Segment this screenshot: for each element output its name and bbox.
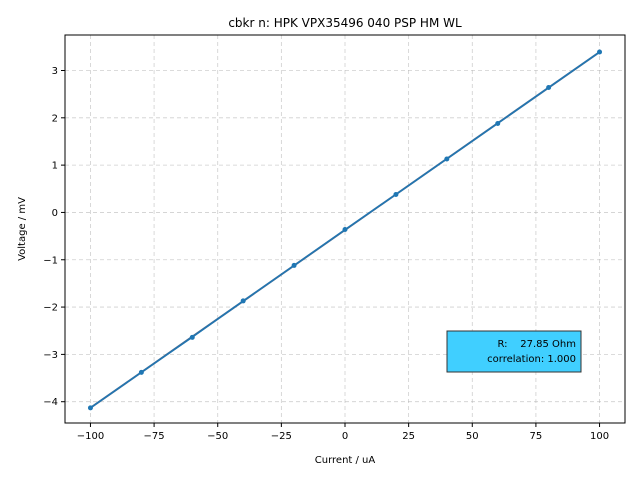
y-tick-label: −2: [43, 303, 58, 314]
x-axis-label: Current / uA: [315, 455, 376, 466]
y-axis-ticks: −4 −3 −2 −1 0 1 2 3: [43, 66, 65, 408]
fit-annotation: R: 27.85 Ohm correlation: 1.000: [446, 330, 582, 373]
data-point: [291, 262, 297, 268]
x-tick-label: −100: [77, 431, 104, 442]
annotation-correlation: correlation: 1.000: [487, 354, 576, 365]
chart-title: cbkr n: HPK VPX35496 040 PSP HM WL: [228, 16, 462, 30]
x-tick-label: −75: [144, 431, 165, 442]
data-point: [189, 334, 195, 340]
data-point: [240, 298, 246, 304]
y-tick-label: 0: [52, 208, 58, 219]
y-tick-label: 2: [52, 113, 58, 124]
y-tick-label: −3: [43, 350, 58, 361]
series-layer: [87, 49, 603, 411]
data-point: [597, 49, 603, 55]
data-point: [342, 226, 348, 232]
x-tick-label: 0: [342, 431, 348, 442]
y-tick-label: −4: [43, 397, 58, 408]
x-tick-label: −50: [207, 431, 228, 442]
x-tick-label: 25: [402, 431, 415, 442]
data-point: [138, 369, 144, 375]
x-tick-label: 75: [530, 431, 543, 442]
annotation-resistance: R: 27.85 Ohm: [498, 339, 576, 350]
x-tick-label: 100: [590, 431, 609, 442]
y-tick-label: 1: [52, 161, 58, 172]
x-tick-label: −25: [271, 431, 292, 442]
x-tick-label: 50: [466, 431, 479, 442]
y-tick-label: 3: [52, 66, 58, 77]
y-tick-label: −1: [43, 255, 58, 266]
data-point: [546, 85, 552, 91]
data-point: [87, 405, 93, 411]
y-axis-label: Voltage / mV: [17, 197, 28, 261]
annotation-box: [446, 330, 582, 373]
data-point: [495, 120, 501, 126]
x-axis-ticks: −100 −75 −50 −25 0 25 50 75 100: [77, 423, 609, 442]
data-point: [393, 191, 399, 197]
data-point: [444, 156, 450, 162]
